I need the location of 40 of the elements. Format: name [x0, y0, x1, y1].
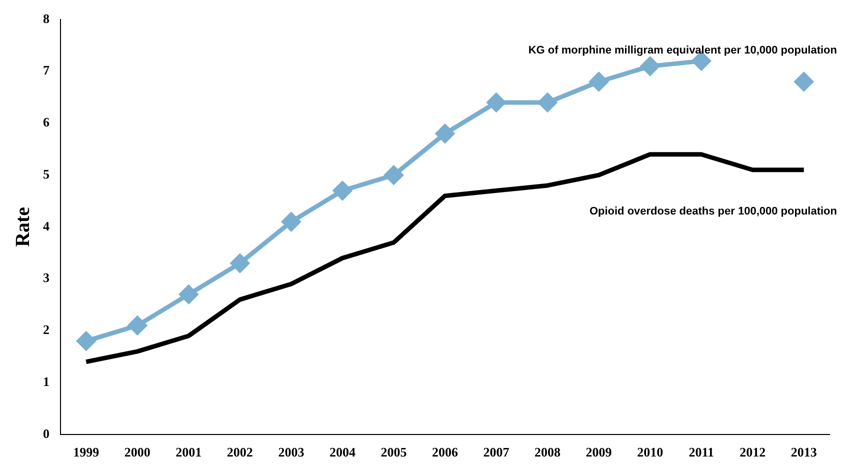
x-tick-label: 1999 — [73, 444, 100, 460]
x-tick-label: 2002 — [226, 444, 253, 460]
point — [794, 72, 814, 91]
y-tick-label: 5 — [43, 166, 50, 182]
x-tick-label: 2004 — [329, 444, 356, 460]
y-tick-label: 8 — [43, 10, 50, 26]
y-tick-label: 4 — [43, 218, 50, 234]
point — [179, 285, 198, 304]
point — [384, 166, 403, 184]
point — [538, 93, 557, 112]
x-tick-label: 2009 — [586, 444, 612, 460]
x-tick-label: 2000 — [124, 444, 150, 460]
y-axis-title: Rate — [12, 206, 34, 247]
y-tick-label: 0 — [43, 426, 50, 441]
y-tick-label: 2 — [43, 322, 50, 338]
y-tick-label: 3 — [43, 270, 50, 286]
text: Opioid overdose deaths per 100,000 population — [589, 205, 838, 218]
x-tick-label: 2013 — [790, 444, 818, 460]
point — [230, 254, 250, 273]
point — [282, 212, 300, 232]
point — [76, 332, 96, 350]
y-tick-label: 6 — [43, 114, 50, 130]
x-tick-label: 2003 — [278, 444, 305, 460]
y-tick-label: 1 — [43, 374, 50, 389]
x-tick-label: 2006 — [432, 444, 458, 460]
x-tick-label: 2001 — [176, 444, 202, 460]
x-tick-label: 2012 — [740, 444, 766, 460]
x-tick-label: 2007 — [483, 444, 510, 460]
x-tick-label: 2008 — [534, 444, 562, 460]
point — [128, 316, 147, 335]
point — [436, 124, 454, 143]
series-label: KG of morphine milligram equivalent per 10,000 population — [528, 44, 838, 56]
x-tick-label: 2011 — [688, 444, 714, 460]
point — [590, 72, 608, 91]
point — [640, 56, 660, 76]
x-tick-label: 2005 — [380, 444, 408, 460]
x-tick-label: 2010 — [637, 444, 664, 460]
point — [487, 93, 506, 112]
y-tick-label: 7 — [43, 62, 50, 78]
point — [333, 181, 352, 200]
